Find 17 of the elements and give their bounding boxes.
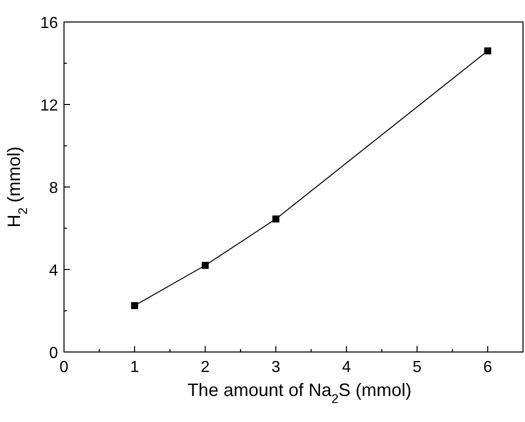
point	[272, 215, 280, 222]
y-tick-label: 0	[49, 345, 58, 362]
y-tick-label: 4	[49, 262, 58, 280]
y-tick-label: 16	[40, 15, 58, 32]
point	[202, 262, 209, 269]
x-tick-label: 0	[60, 359, 69, 376]
y-tick-label: 8	[49, 180, 58, 197]
point	[131, 302, 138, 310]
y-tick-label: 12	[40, 98, 58, 114]
x-tick-label: 1	[130, 359, 140, 376]
x-tick-label: 6	[483, 359, 492, 376]
x-tick-label: 3	[271, 359, 280, 376]
x-tick-label: 4	[342, 359, 352, 376]
x-tick-label: 5	[412, 359, 422, 376]
x-tick-label: 2	[200, 359, 210, 376]
point	[484, 47, 492, 54]
x-axis-title: The amount of Na$_{2}$S (mmol)	[187, 380, 412, 406]
